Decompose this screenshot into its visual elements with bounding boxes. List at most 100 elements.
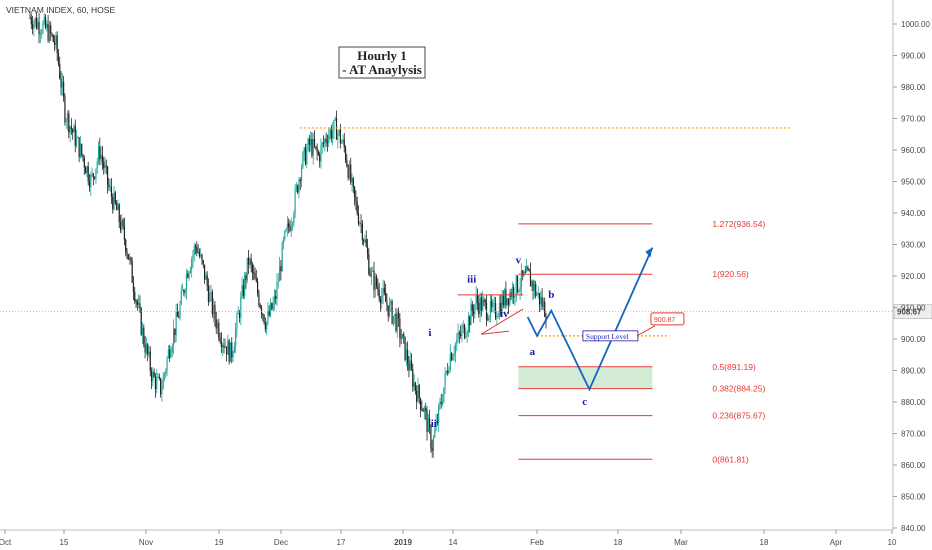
y-tick-label: 950.00 (901, 178, 926, 187)
candle-body (532, 281, 534, 291)
candle-body (387, 305, 389, 317)
candle-body (264, 322, 266, 330)
candle-body (445, 371, 448, 373)
candle-body (73, 126, 75, 133)
candle-body (540, 297, 542, 305)
candle-body (395, 314, 397, 331)
candle-body (77, 137, 79, 139)
candle-body (461, 328, 463, 336)
candle-body (260, 307, 263, 314)
candle-body (419, 398, 422, 410)
candle-body (429, 418, 431, 427)
candle-body (100, 155, 102, 159)
candle-body (436, 421, 438, 424)
candle-body (386, 302, 388, 306)
candle-body (169, 349, 171, 358)
candle-body (319, 154, 321, 162)
triangle-bottom-line (480, 308, 524, 335)
candle-body (48, 25, 50, 41)
candle-body (222, 345, 224, 348)
candle-body (497, 315, 499, 318)
candle-body (191, 259, 193, 270)
candle-body (476, 295, 479, 303)
candle-body (440, 401, 442, 404)
candle-body (70, 126, 72, 130)
candle-body (408, 363, 410, 371)
candle-body (458, 332, 460, 335)
candle-body (397, 312, 400, 319)
candle-body (72, 129, 74, 133)
x-tick-label: 2019 (394, 538, 412, 547)
candle-body (251, 264, 254, 273)
candle-body (413, 382, 415, 387)
candle-body (112, 196, 114, 210)
candle-body (147, 344, 149, 355)
candle-body (357, 213, 360, 224)
candle-body (29, 17, 31, 19)
candle-body (392, 315, 394, 324)
candle-body (452, 356, 454, 361)
candle-body (141, 327, 144, 335)
candle-body (157, 376, 159, 378)
candle-body (46, 23, 48, 28)
candle-body (522, 270, 524, 276)
candle-body (74, 126, 76, 146)
candle-body (487, 319, 489, 321)
candle-body (43, 17, 45, 24)
candle-body (361, 223, 363, 240)
triangle-base-line (480, 330, 510, 335)
y-tick-label: 930.00 (901, 241, 926, 250)
candle-body (300, 167, 303, 182)
candle-body (453, 353, 455, 357)
candle-body (197, 252, 199, 254)
y-tick-label: 880.00 (901, 398, 926, 407)
candle-body (82, 154, 84, 159)
candle-body (460, 334, 462, 336)
wave-label: b (548, 289, 554, 301)
candle-body (127, 254, 129, 260)
candle-body (507, 298, 510, 305)
candle-body (355, 197, 357, 202)
candle-body (148, 351, 150, 355)
candle-body (267, 311, 269, 322)
candle-body (198, 252, 201, 257)
candles-layer (29, 11, 547, 459)
candle-body (280, 266, 282, 272)
y-tick-label: 850.00 (901, 493, 926, 502)
candle-body (475, 295, 477, 305)
candle-body (400, 337, 402, 339)
candle-body (166, 358, 168, 371)
candle-body (225, 346, 228, 355)
x-tick-label: Feb (530, 538, 544, 547)
candle-body (520, 270, 523, 287)
candle-body (130, 257, 132, 261)
candle-body (528, 269, 530, 272)
y-tick-label: 920.00 (901, 272, 926, 281)
candle-body (324, 139, 326, 144)
candle-body (289, 227, 291, 231)
candle-body (394, 314, 396, 316)
candle-body (469, 316, 471, 326)
candle-body (114, 192, 116, 204)
candle-body (205, 275, 207, 280)
candle-body (465, 335, 467, 338)
candle-body (119, 221, 122, 230)
candle-body (103, 161, 105, 169)
candle-body (515, 275, 517, 297)
candle-body (426, 410, 428, 432)
candle-body (291, 223, 294, 226)
candle-body (339, 129, 341, 144)
candle-body (63, 81, 65, 97)
candle-body (391, 301, 393, 324)
support-value-label: 900.87 (654, 317, 676, 324)
candle-body (246, 257, 248, 281)
fib-level-label: 0(861.81) (712, 454, 749, 464)
candle-body (232, 352, 234, 358)
wave-label: c (582, 396, 587, 408)
candle-body (467, 316, 470, 333)
y-tick-label: 960.00 (901, 146, 926, 155)
candle-body (175, 312, 177, 335)
candle-body (38, 21, 40, 35)
candle-body (41, 32, 43, 34)
candle-body (66, 113, 69, 122)
